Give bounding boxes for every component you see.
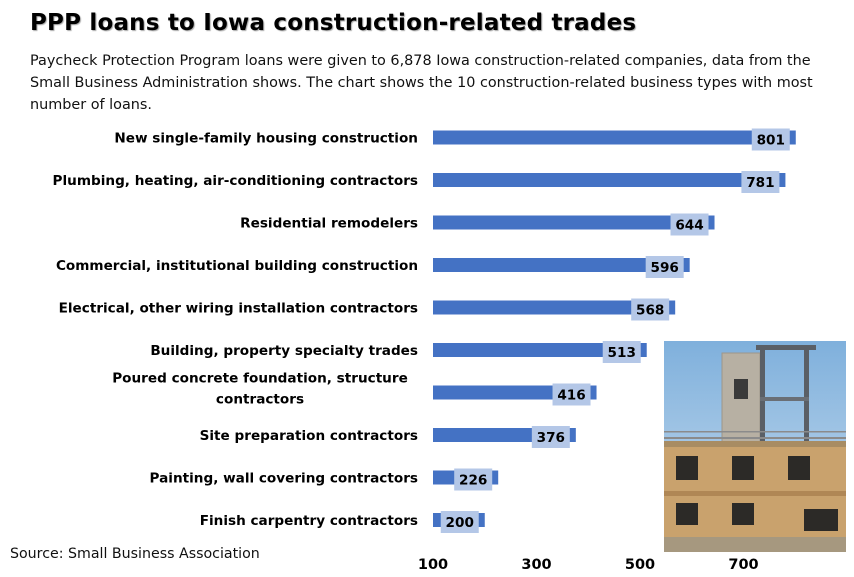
data-label: 644 <box>675 218 703 234</box>
bar <box>433 343 647 357</box>
source-note: Source: Small Business Association <box>10 546 260 562</box>
data-label: 200 <box>446 515 474 531</box>
x-tick-label: 500 <box>625 557 655 573</box>
data-label-box <box>741 171 780 193</box>
data-label-box <box>602 341 641 363</box>
data-label: 513 <box>608 345 636 361</box>
x-axis-ticks-group: 100 300 500 700 <box>418 557 759 573</box>
category-label: Site preparation contractors <box>200 428 418 444</box>
data-label: 596 <box>650 260 678 276</box>
x-tick-label: 100 <box>418 557 448 573</box>
x-tick-label: 700 <box>728 557 758 573</box>
bar <box>433 300 676 315</box>
category-label: Commercial, institutional building const… <box>56 258 418 274</box>
data-label-box <box>552 383 591 406</box>
bars-group: 801 781 644 596 568 513 416 376 226 200 <box>433 128 796 533</box>
data-label-box <box>645 256 684 278</box>
category-label: Painting, wall covering contractors <box>150 471 418 487</box>
data-label-box <box>454 468 493 491</box>
x-tick-label: 300 <box>521 557 551 573</box>
data-label-box <box>670 213 709 236</box>
data-label-box <box>751 128 790 151</box>
category-labels-group: New single-family housing construction Pl… <box>53 131 418 530</box>
chart-subtitle: Paycheck Protection Program loans were g… <box>30 53 813 113</box>
category-label: Electrical, other wiring installation co… <box>59 301 418 317</box>
bar <box>433 130 796 145</box>
chart-title: PPP loans to Iowa construction-related t… <box>30 10 637 36</box>
data-label-box <box>631 298 670 321</box>
data-label-box <box>440 511 479 533</box>
construction-photo <box>664 341 846 552</box>
data-label: 801 <box>757 133 785 149</box>
data-label: 376 <box>537 430 565 446</box>
data-label-box <box>531 426 570 448</box>
data-label: 568 <box>636 303 664 319</box>
data-label: 416 <box>557 388 585 404</box>
bar <box>433 215 715 230</box>
category-label: Poured concrete foundation, structure con… <box>112 371 408 408</box>
category-label: Plumbing, heating, air-conditioning cont… <box>53 173 418 189</box>
category-label: Finish carpentry contractors <box>200 513 418 529</box>
bar <box>433 173 786 187</box>
data-label: 226 <box>459 473 487 489</box>
category-label: New single-family housing construction <box>114 131 418 147</box>
category-label: Residential remodelers <box>240 216 418 232</box>
data-label: 781 <box>746 175 774 191</box>
bar <box>433 258 690 272</box>
category-label: Building, property specialty trades <box>150 343 418 359</box>
